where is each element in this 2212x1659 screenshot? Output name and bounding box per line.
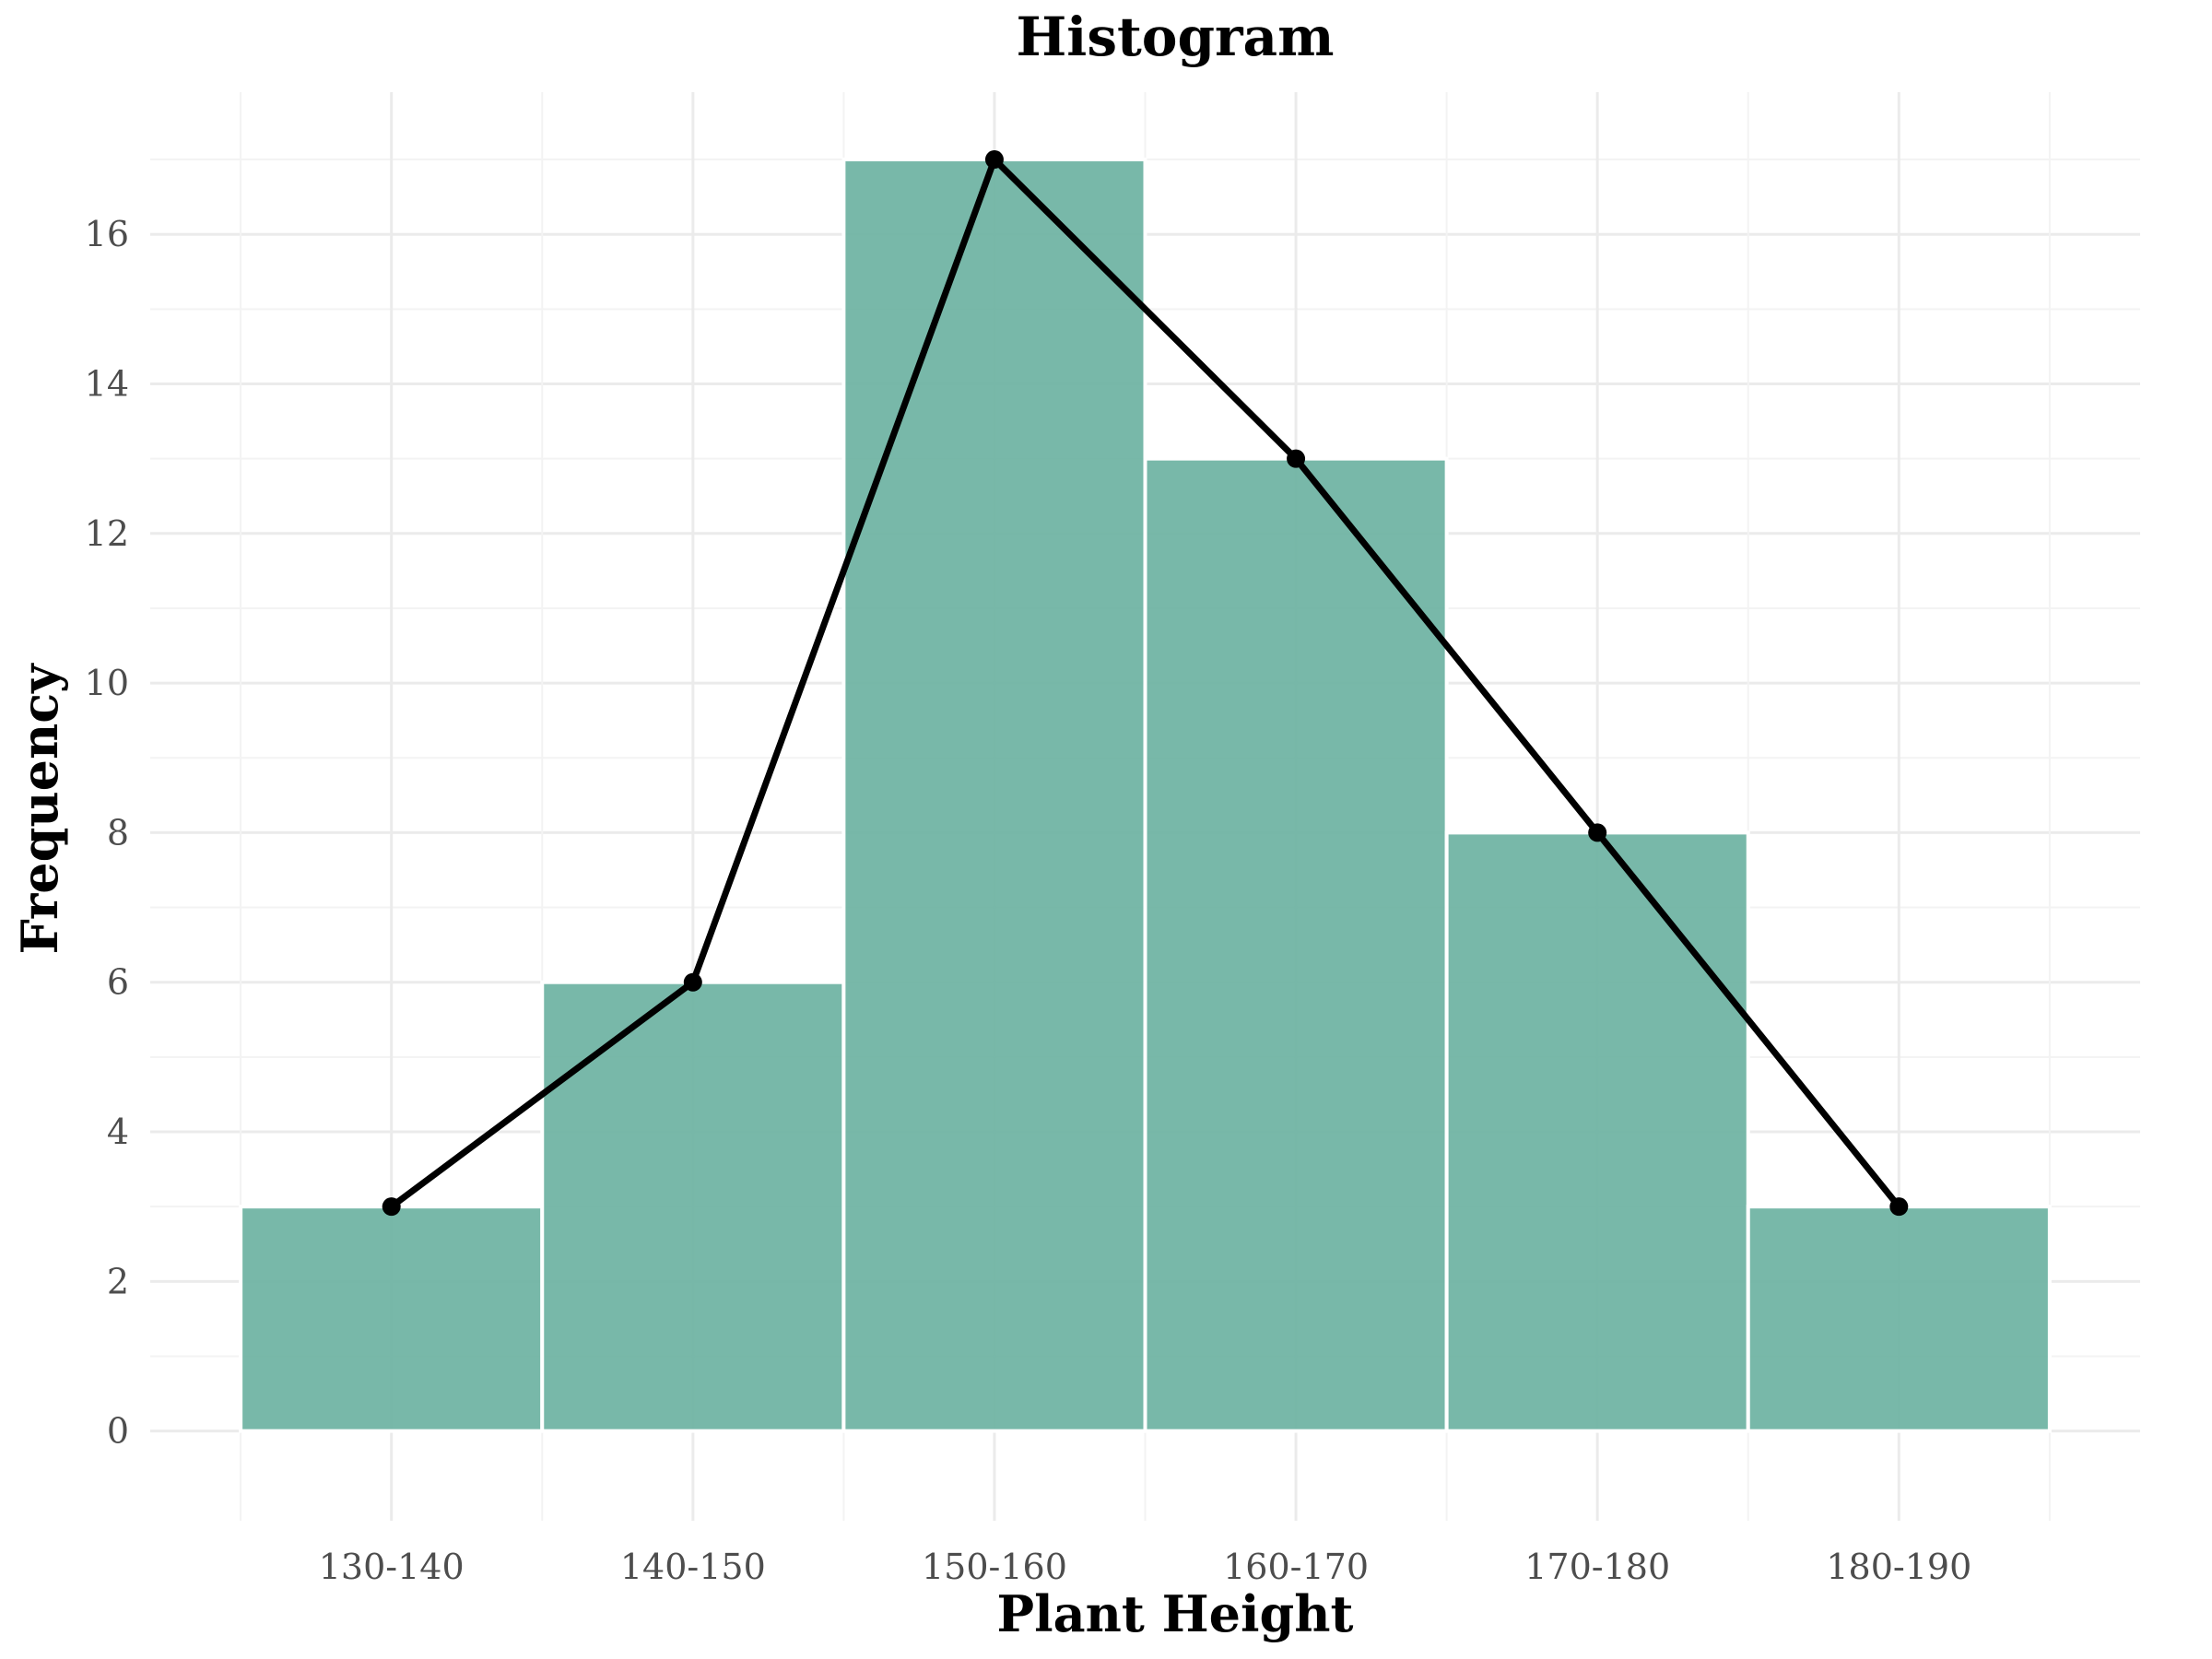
frequency-point [1889,1197,1909,1217]
x-tick-label: 170-180 [1524,1547,1670,1587]
frequency-point [1287,449,1306,468]
y-tick-label: 6 [107,962,129,1003]
y-tick-label: 14 [85,363,129,404]
x-tick-label: 140-150 [620,1547,766,1587]
histogram-bar [239,1205,545,1433]
frequency-point [382,1197,401,1217]
x-axis-tick-labels: 130-140 140-150 150-160 160-170 170-180 180-1… [319,1547,1972,1587]
frequency-point [1588,823,1607,842]
frequency-line [389,156,1902,1209]
histogram-bar [1444,830,1750,1433]
y-tick-label: 8 [107,812,129,853]
frequency-point [984,150,1004,170]
chart-title: Histogram [1016,6,1334,68]
y-tick-label: 2 [107,1261,129,1301]
y-tick-label: 4 [107,1112,129,1152]
y-tick-label: 0 [107,1411,129,1452]
x-tick-label: 160-170 [1223,1547,1369,1587]
histogram-bar [1143,456,1449,1433]
histogram-bar [540,980,846,1433]
x-axis-title: Plant Height [997,1584,1354,1643]
y-axis-tick-labels: 0 2 4 6 8 10 12 14 16 [85,214,129,1451]
histogram-bar [1746,1205,2052,1433]
y-tick-label: 12 [85,513,129,554]
histogram-bar [841,158,1147,1433]
frequency-point [683,972,702,992]
x-tick-label: 130-140 [319,1547,465,1587]
y-tick-label: 16 [85,214,129,254]
y-axis-title: Frequency [10,663,69,955]
x-tick-label: 180-190 [1826,1547,1971,1587]
x-tick-label: 150-160 [922,1547,1067,1587]
histogram-bars [239,158,2052,1433]
y-tick-label: 10 [85,663,129,703]
frequency-polygon [382,150,1909,1217]
